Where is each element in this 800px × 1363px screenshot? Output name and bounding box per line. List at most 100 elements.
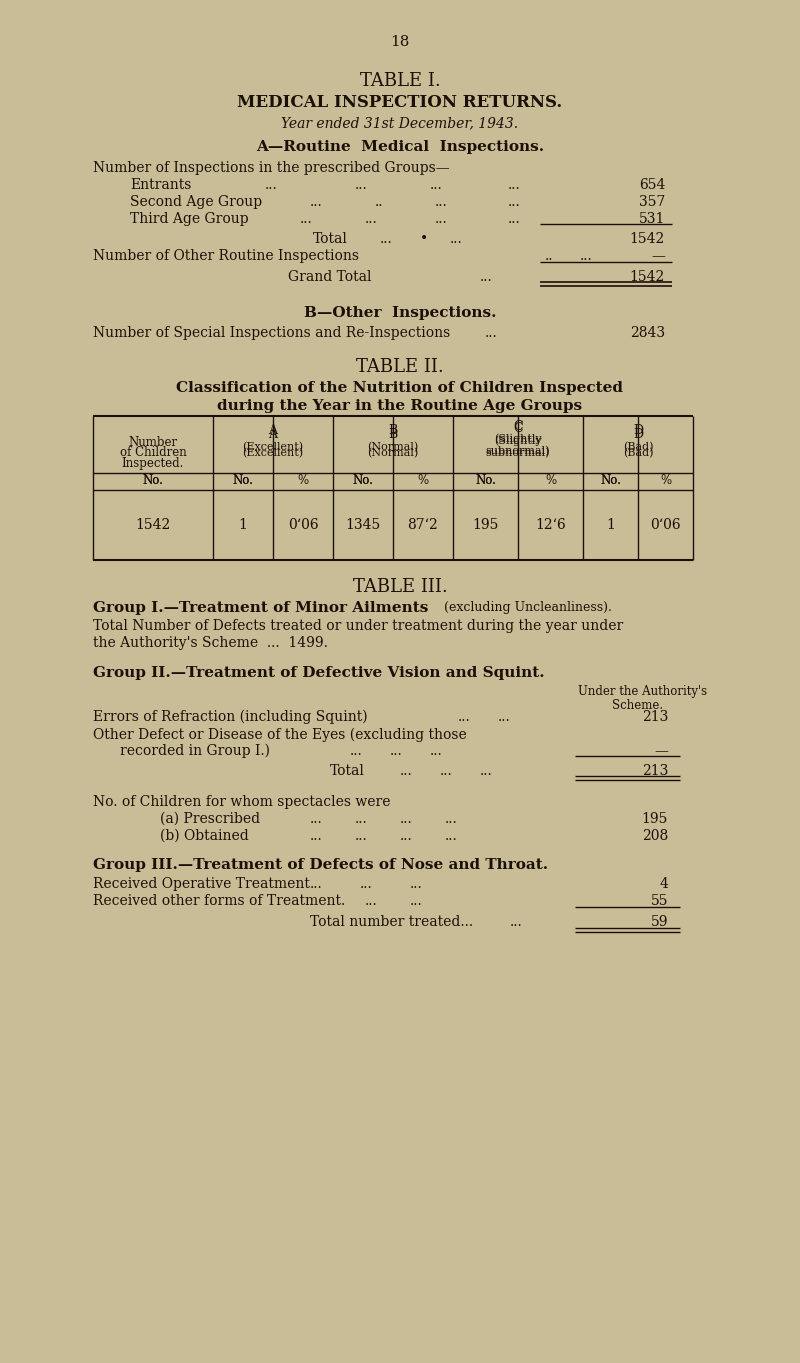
Text: ...: ... [480,270,493,284]
Text: 0ʻ06: 0ʻ06 [288,518,318,532]
Text: A: A [269,424,278,436]
Text: ..: .. [545,249,554,263]
Text: ...: ... [355,179,368,192]
Text: 195: 195 [472,518,498,532]
Text: 1345: 1345 [346,518,381,532]
Text: ...: ... [390,744,402,758]
Text: No. of Children for whom spectacles were: No. of Children for whom spectacles were [93,795,390,810]
Text: Grand Total: Grand Total [288,270,372,284]
Text: %: % [545,474,556,488]
Text: MEDICAL INSPECTION RETURNS.: MEDICAL INSPECTION RETURNS. [238,94,562,110]
Text: ...: ... [365,213,378,226]
Text: D: D [633,428,643,442]
Text: Total: Total [313,232,347,245]
Text: 18: 18 [390,35,410,49]
Text: ...: ... [508,179,521,192]
Text: Inspected.: Inspected. [122,457,184,469]
Text: ...: ... [265,179,278,192]
Text: No.: No. [475,474,496,488]
Text: 4: 4 [659,876,668,891]
Text: No.: No. [142,474,163,488]
Text: ...: ... [310,876,322,891]
Text: ...: ... [350,744,362,758]
Text: 213: 213 [642,710,668,724]
Text: subnormal): subnormal) [486,446,550,457]
Text: Number of Inspections in the prescribed Groups—: Number of Inspections in the prescribed … [93,161,450,174]
Text: No.: No. [475,474,496,488]
Text: A: A [269,428,278,442]
Text: ...: ... [380,232,393,245]
Text: ...: ... [435,195,448,209]
Text: Group III.—Treatment of Defects of Nose and Throat.: Group III.—Treatment of Defects of Nose … [93,857,548,872]
Text: ...: ... [440,765,453,778]
Text: No.: No. [600,474,621,488]
Text: Total Number of Defects treated or under treatment during the year under: Total Number of Defects treated or under… [93,619,623,632]
Text: ...: ... [508,213,521,226]
Text: ...: ... [450,232,462,245]
Text: Classification of the Nutrition of Children Inspected: Classification of the Nutrition of Child… [177,382,623,395]
Text: of Children: of Children [120,447,186,459]
Text: C: C [513,421,523,433]
Text: No.: No. [353,474,374,488]
Text: subnormal): subnormal) [486,448,550,458]
Text: %: % [298,474,309,488]
Text: 59: 59 [650,915,668,930]
Text: ...: ... [458,710,470,724]
Text: ...: ... [355,829,368,842]
Text: Number of Special Inspections and Re-Inspections: Number of Special Inspections and Re-Ins… [93,326,450,339]
Text: 195: 195 [642,812,668,826]
Text: ...: ... [430,179,442,192]
Text: B: B [388,428,398,442]
Text: (Excellent): (Excellent) [242,442,303,453]
Text: ...: ... [355,812,368,826]
Text: 1542: 1542 [135,518,170,532]
Text: Group I.—Treatment of Minor Ailments: Group I.—Treatment of Minor Ailments [93,601,428,615]
Text: B—Other  Inspections.: B—Other Inspections. [304,307,496,320]
Text: ...: ... [365,894,378,908]
Text: ...: ... [430,744,442,758]
Text: Number of Other Routine Inspections: Number of Other Routine Inspections [93,249,359,263]
Text: (Slightly: (Slightly [494,433,542,444]
Text: Errors of Refraction (including Squint): Errors of Refraction (including Squint) [93,710,368,724]
Text: ...: ... [310,195,322,209]
Text: Total: Total [330,765,365,778]
Text: No.: No. [353,474,374,488]
Text: Under the Authority's: Under the Authority's [578,686,707,698]
Text: Scheme.: Scheme. [612,699,663,711]
Text: Received other forms of Treatment.: Received other forms of Treatment. [93,894,346,908]
Text: (Normal): (Normal) [367,448,418,458]
Text: recorded in Group I.): recorded in Group I.) [120,744,270,758]
Text: •: • [420,232,428,245]
Text: 357: 357 [638,195,665,209]
Text: B: B [388,424,398,436]
Text: Group II.—Treatment of Defective Vision and Squint.: Group II.—Treatment of Defective Vision … [93,667,545,680]
Text: 12ʻ6: 12ʻ6 [535,518,566,532]
Text: (Normal): (Normal) [367,442,418,453]
Text: No.: No. [233,474,254,488]
Text: (Slightly: (Slightly [494,436,542,446]
Text: 0ʻ06: 0ʻ06 [650,518,681,532]
Text: ...: ... [400,812,413,826]
Text: (Excellent): (Excellent) [242,448,303,458]
Text: Number: Number [129,436,178,450]
Text: 2843: 2843 [630,326,665,339]
Text: %: % [418,474,429,488]
Text: Second Age Group: Second Age Group [130,195,262,209]
Text: 1: 1 [238,518,247,532]
Text: Total number treated...: Total number treated... [310,915,473,930]
Text: ...: ... [300,213,313,226]
Text: 1: 1 [606,518,615,532]
Text: ...: ... [510,915,522,930]
Text: (b) Obtained: (b) Obtained [160,829,249,842]
Text: ...: ... [410,876,422,891]
Text: Other Defect or Disease of the Eyes (excluding those: Other Defect or Disease of the Eyes (exc… [93,728,466,743]
Text: Year ended 31st December, 1943.: Year ended 31st December, 1943. [282,116,518,129]
Text: —: — [654,744,668,758]
Text: ...: ... [498,710,510,724]
Text: 213: 213 [642,765,668,778]
Text: (Bad): (Bad) [622,448,654,458]
Text: A—Routine  Medical  Inspections.: A—Routine Medical Inspections. [256,140,544,154]
Text: ...: ... [445,829,458,842]
Text: 87ʻ2: 87ʻ2 [408,518,438,532]
Text: ...: ... [400,829,413,842]
